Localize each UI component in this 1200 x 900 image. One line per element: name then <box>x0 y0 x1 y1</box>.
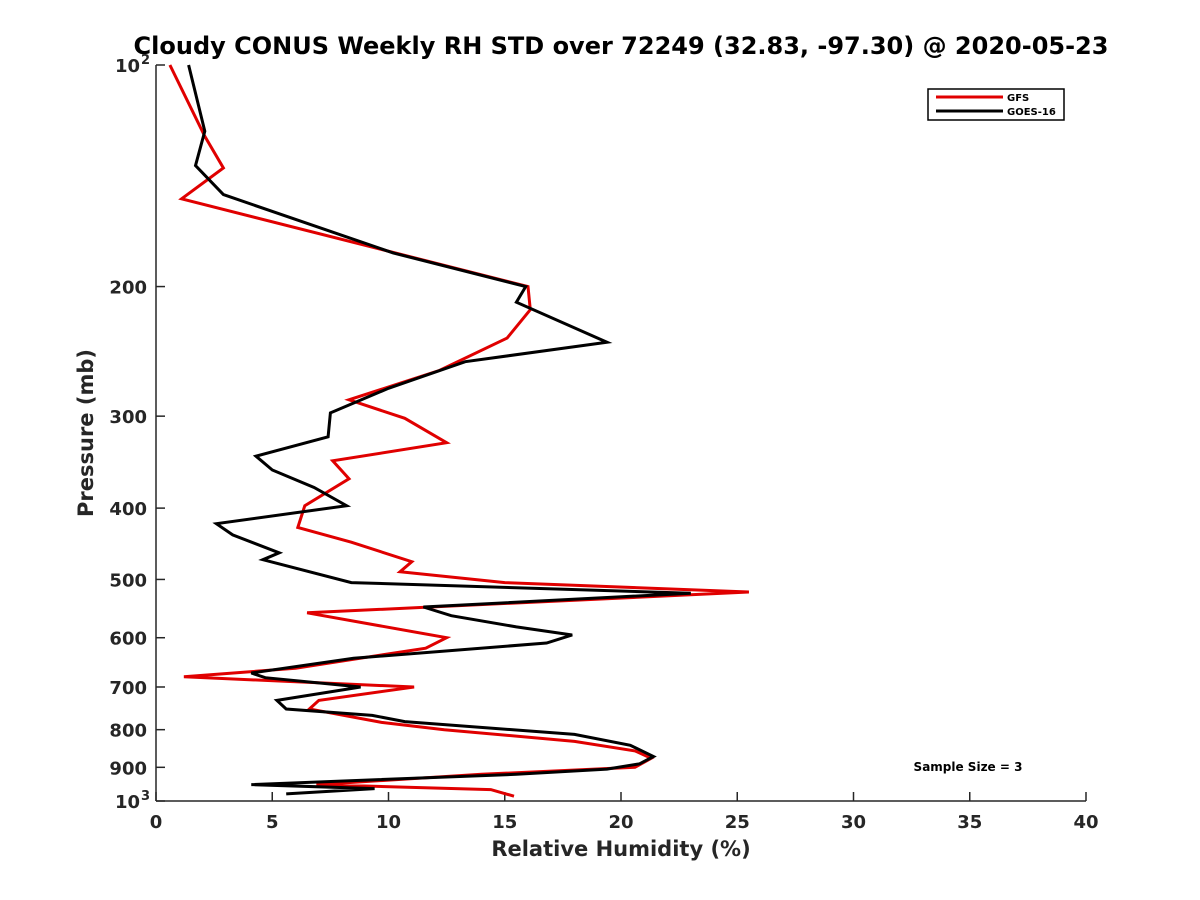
legend-label-goes16: GOES-16 <box>1007 107 1056 118</box>
x-tick-label: 30 <box>841 812 866 833</box>
legend: GFS GOES-16 <box>927 88 1065 121</box>
x-tick-label: 35 <box>957 812 982 833</box>
x-tick-label: 0 <box>150 812 163 833</box>
y-tick-label: 700 <box>109 678 147 699</box>
y-tick-exponent: 2 <box>141 53 150 68</box>
x-axis-ticks: 0 5 10 15 20 25 30 35 40 <box>150 792 1099 833</box>
series-line-goes16 <box>187 64 691 796</box>
y-tick-label: 10 <box>115 792 140 813</box>
x-tick-label: 20 <box>608 812 633 833</box>
x-tick-label: 10 <box>376 812 401 833</box>
y-axis-label: Pressure (mb) <box>74 349 98 517</box>
y-tick-label: 200 <box>109 278 147 299</box>
legend-label-gfs: GFS <box>1007 93 1029 104</box>
y-tick-label: 900 <box>109 758 147 779</box>
y-tick-label: 600 <box>109 629 147 650</box>
y-tick-label: 300 <box>109 407 147 428</box>
y-tick-label: 500 <box>109 570 147 591</box>
x-tick-label: 5 <box>266 812 279 833</box>
x-tick-label: 25 <box>725 812 750 833</box>
y-tick-label: 10 <box>115 56 140 77</box>
series-lines <box>168 64 749 798</box>
x-tick-label: 40 <box>1073 812 1098 833</box>
y-tick-label: 400 <box>109 499 147 520</box>
sample-size-annotation: Sample Size = 3 <box>914 760 1023 774</box>
legend-box <box>927 88 1065 121</box>
series-line-gfs <box>168 64 749 798</box>
y-tick-label: 800 <box>109 721 147 742</box>
chart-title: Cloudy CONUS Weekly RH STD over 72249 (3… <box>134 32 1109 60</box>
x-tick-label: 15 <box>492 812 517 833</box>
x-axis-label: Relative Humidity (%) <box>491 837 750 861</box>
y-tick-exponent: 3 <box>141 789 150 804</box>
